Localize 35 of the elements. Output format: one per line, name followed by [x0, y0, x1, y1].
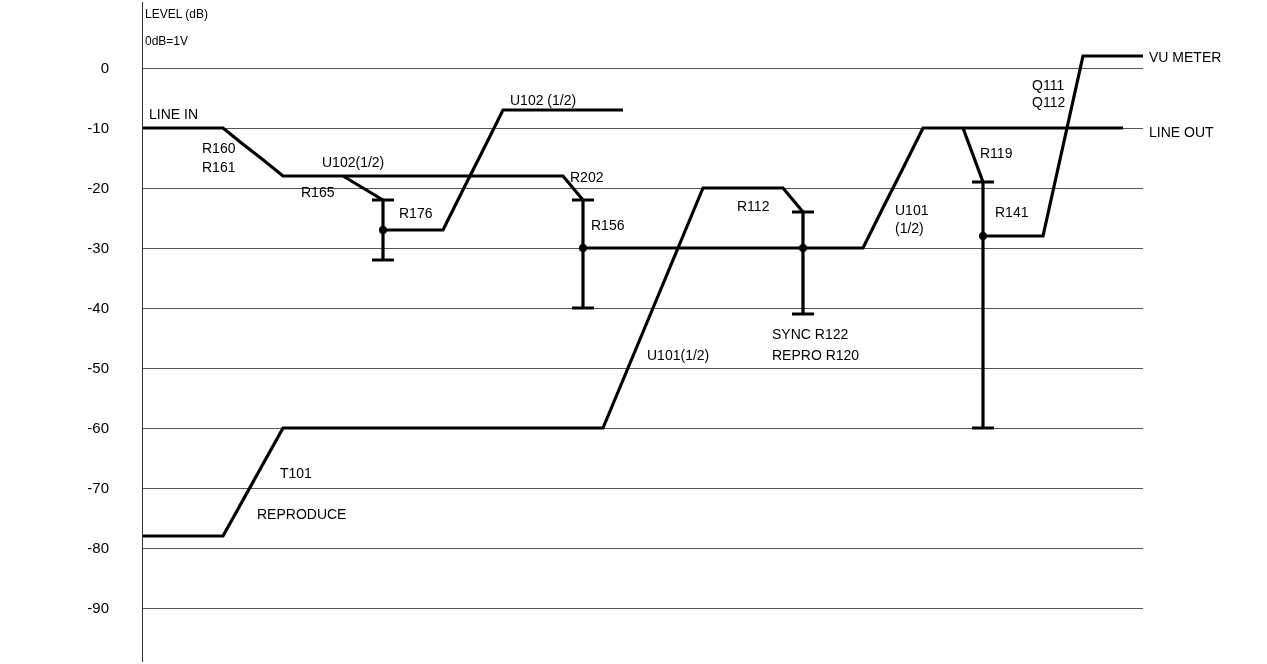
annotation: R141	[995, 204, 1029, 220]
annotation: LINE IN	[149, 106, 199, 122]
annotation: R160	[202, 140, 236, 156]
annotation: R112	[737, 198, 770, 214]
y-tick-label: -40	[87, 299, 109, 317]
annotation: R161	[202, 159, 236, 175]
annotation: U101	[895, 202, 929, 218]
annotation: R165	[301, 184, 335, 200]
y-tick-label: -70	[87, 479, 109, 497]
annotation: T101	[280, 465, 313, 481]
annotation: R156	[591, 217, 625, 233]
annotation: Q111	[1032, 77, 1065, 93]
annotation: U101(1/2)	[647, 347, 710, 363]
text: LINE OUT	[1149, 124, 1215, 140]
y-tick-label: 0	[100, 59, 109, 77]
annotation: 0dB=1V	[145, 34, 189, 48]
annotation: R176	[399, 205, 433, 221]
y-tick-label: -10	[87, 119, 109, 137]
annotation: R119	[980, 145, 1013, 161]
annotation: REPRODUCE	[257, 506, 347, 522]
y-tick-label: -50	[87, 359, 109, 377]
y-tick-label: -60	[87, 419, 109, 437]
annotation: U102 (1/2)	[510, 92, 577, 108]
y-tick-label: -90	[87, 599, 109, 617]
annotation: (1/2)	[895, 220, 924, 236]
y-tick-label: -20	[87, 179, 109, 197]
y-axis-title: LEVEL (dB)	[145, 7, 208, 21]
annotation: REPRO R120	[772, 347, 860, 363]
annotation: Q112	[1032, 94, 1066, 110]
annotation: U102(1/2)	[322, 154, 385, 170]
y-tick-label: -30	[87, 239, 109, 257]
text: VU METER	[1149, 49, 1222, 65]
annotation: SYNC R122	[772, 326, 849, 342]
y-tick-label: -80	[87, 539, 109, 557]
annotation: R202	[570, 169, 604, 185]
